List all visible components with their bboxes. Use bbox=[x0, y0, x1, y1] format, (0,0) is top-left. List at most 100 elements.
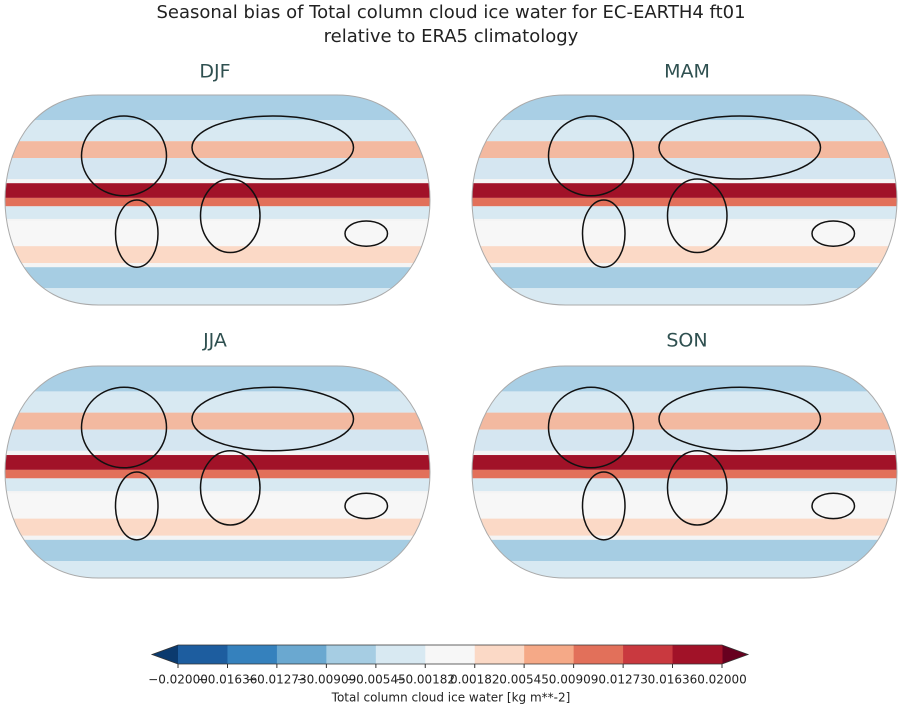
field-band bbox=[472, 429, 897, 451]
colorbar-tick-label: 0.00545 bbox=[499, 673, 549, 687]
field-band bbox=[472, 518, 897, 536]
colorbar-tick-label: −0.01273 bbox=[247, 673, 307, 687]
field-band bbox=[5, 478, 430, 492]
continent bbox=[547, 115, 635, 197]
map bbox=[5, 366, 430, 578]
continent bbox=[547, 386, 635, 469]
colorbar-tick-label: −0.01636 bbox=[198, 673, 258, 687]
colorbar-tick-label: 0.01273 bbox=[598, 673, 648, 687]
colorbar-extend bbox=[152, 645, 178, 664]
panel-label: DJF bbox=[199, 61, 230, 83]
colorbar-bin bbox=[276, 645, 327, 664]
field-band bbox=[5, 391, 430, 413]
colorbar-tick-label: −0.00545 bbox=[346, 673, 406, 687]
continent bbox=[581, 471, 626, 541]
field-band bbox=[5, 197, 430, 207]
map-border bbox=[471, 94, 898, 306]
colorbar-tick-label: 0.01636 bbox=[648, 673, 698, 687]
continent bbox=[114, 199, 159, 268]
continent bbox=[199, 450, 261, 526]
colorbar-bin bbox=[474, 645, 525, 664]
field-band bbox=[472, 493, 897, 519]
field-band bbox=[5, 221, 430, 247]
field-band bbox=[472, 246, 897, 263]
colorbar-bin bbox=[672, 645, 723, 664]
field-band bbox=[472, 366, 897, 392]
colorbar-bin bbox=[425, 645, 476, 664]
field-band bbox=[472, 561, 897, 578]
continent bbox=[811, 492, 856, 520]
field-band bbox=[472, 455, 897, 470]
colorbar-tick-label: −0.00909 bbox=[297, 673, 357, 687]
continent bbox=[666, 178, 728, 254]
map bbox=[5, 95, 430, 305]
colorbar-tick-label: −0.02000 bbox=[148, 673, 208, 687]
continent bbox=[344, 220, 389, 247]
field-band bbox=[472, 288, 897, 305]
field-band bbox=[5, 561, 430, 578]
colorbar-bin bbox=[573, 645, 624, 664]
colorbar-tick-label: −0.00182 bbox=[395, 673, 455, 687]
colorbar-label: Total column cloud ice water [kg m**-2] bbox=[331, 691, 571, 705]
continent bbox=[666, 450, 728, 526]
colorbar-tick-label: 0.02000 bbox=[697, 673, 747, 687]
field-band bbox=[472, 478, 897, 492]
panel-label: SON bbox=[666, 330, 707, 352]
continent bbox=[658, 115, 822, 180]
colorbar-tick-label: 0.00182 bbox=[450, 673, 500, 687]
field-band bbox=[5, 120, 430, 142]
field-band bbox=[472, 391, 897, 413]
field-band bbox=[472, 120, 897, 142]
map-border bbox=[4, 365, 431, 579]
field-band bbox=[472, 267, 897, 289]
continent bbox=[191, 386, 355, 452]
colorbar-bin bbox=[227, 645, 278, 664]
field-band bbox=[472, 141, 897, 158]
continent bbox=[199, 178, 261, 254]
colorbar-bin bbox=[178, 645, 228, 664]
field-band bbox=[472, 539, 897, 562]
continent bbox=[80, 386, 168, 469]
field-band bbox=[5, 141, 430, 158]
field-band bbox=[5, 412, 430, 430]
colorbar-bin bbox=[524, 645, 575, 664]
colorbar-bin bbox=[623, 645, 674, 664]
field-band bbox=[5, 288, 430, 305]
continent bbox=[191, 115, 355, 180]
continent bbox=[344, 492, 389, 520]
field-band bbox=[5, 429, 430, 451]
field-band bbox=[5, 267, 430, 289]
field-band bbox=[472, 412, 897, 430]
field-band bbox=[5, 158, 430, 179]
field-band bbox=[5, 455, 430, 470]
colorbar-bin bbox=[326, 645, 377, 664]
field-band bbox=[472, 183, 897, 198]
field-band bbox=[472, 221, 897, 247]
continent bbox=[811, 220, 856, 247]
field-band bbox=[472, 158, 897, 179]
colorbar-tick-label: 0.00909 bbox=[549, 673, 599, 687]
field-band bbox=[472, 95, 897, 121]
panel-label: MAM bbox=[664, 61, 710, 83]
field-band bbox=[5, 95, 430, 121]
title-line: Seasonal bias of Total column cloud ice … bbox=[156, 2, 745, 23]
field-band bbox=[5, 518, 430, 536]
field-band bbox=[5, 493, 430, 519]
map-border bbox=[471, 365, 898, 579]
field-band bbox=[472, 197, 897, 207]
map-border bbox=[4, 94, 431, 306]
continent bbox=[581, 199, 626, 268]
colorbar-bin bbox=[375, 645, 426, 664]
field-band bbox=[5, 469, 430, 479]
field-band bbox=[5, 366, 430, 392]
field-band bbox=[5, 246, 430, 263]
continent bbox=[114, 471, 159, 541]
field-band bbox=[5, 183, 430, 198]
field-band bbox=[5, 539, 430, 562]
map bbox=[472, 366, 897, 578]
title-line: relative to ERA5 climatology bbox=[324, 26, 579, 47]
field-band bbox=[5, 206, 430, 219]
colorbar-extend bbox=[722, 645, 748, 664]
continent bbox=[80, 115, 168, 197]
